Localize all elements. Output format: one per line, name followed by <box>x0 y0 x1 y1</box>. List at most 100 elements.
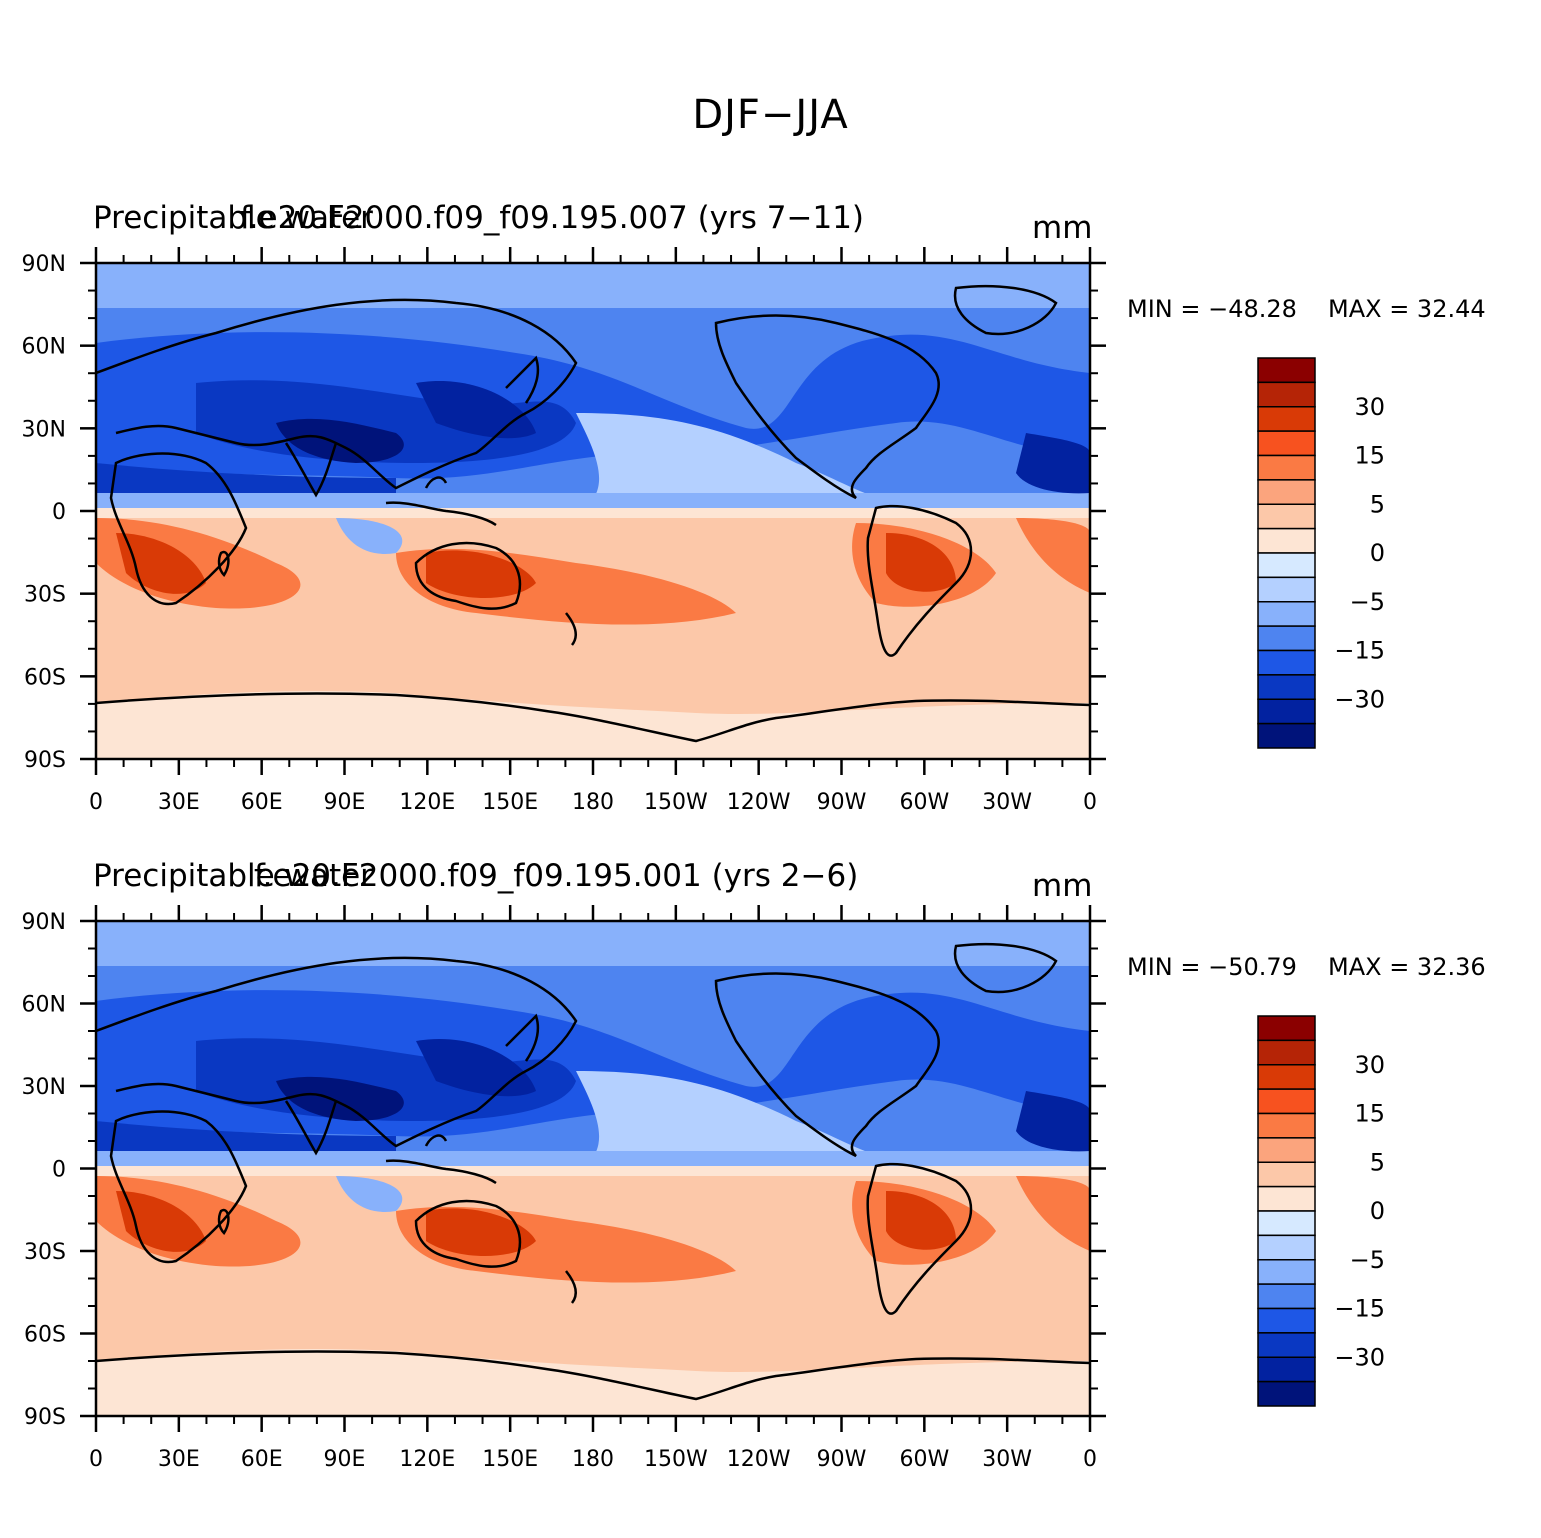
panel1-colorbar-box <box>1257 381 1316 408</box>
panel1-axes: 90N 60N 30N 0 30S 60S 90S 0 30E 60E 90E 120E 150E 180… <box>22 247 1106 815</box>
panel2-colorbar-box <box>1257 1112 1316 1139</box>
panel2-lon-label: 60W <box>899 1447 949 1472</box>
panel2-lon-label: 120W <box>727 1447 791 1472</box>
panel1-colorbar-box <box>1257 406 1316 432</box>
panel1-lat-label: 60S <box>24 665 66 690</box>
panel1-colorbar-label: −5 <box>1350 588 1385 616</box>
panel1-lat-label: 0 <box>52 500 66 525</box>
panel2-colorbar: 30 15 5 0 −5 −15 −30 <box>1257 1015 1385 1407</box>
figure-title: DJF−JJA <box>692 92 849 138</box>
panel2-colorbar-label: 0 <box>1370 1197 1385 1225</box>
panel2-lon-label: 150W <box>644 1447 708 1472</box>
panel2-lon-label: 0 <box>1083 1447 1097 1472</box>
panel1-lon-label: 0 <box>1083 790 1097 815</box>
panel2-colorbar-box <box>1257 1039 1316 1066</box>
panel2-lat-label: 30N <box>22 1075 66 1100</box>
panel1-colorbar-box <box>1257 503 1316 530</box>
panel1-colorbar-label: 15 <box>1354 442 1385 470</box>
panel1-map <box>96 263 1090 759</box>
panel1-colorbar-box <box>1257 698 1316 725</box>
panel1-lon-label: 30W <box>982 790 1032 815</box>
panel1-lat-label: 60N <box>22 335 66 360</box>
panel1-lon-label: 120W <box>727 790 791 815</box>
panel1-colorbar-box <box>1257 527 1316 554</box>
panel2-max-label: MAX = 32.36 <box>1328 953 1486 981</box>
panel2-colorbar-label: 30 <box>1354 1051 1385 1079</box>
panel2-lon-label: 30W <box>982 1447 1032 1472</box>
panel2-lon-label: 30E <box>158 1447 200 1472</box>
panel1-colorbar-box <box>1257 576 1316 603</box>
panel1-lat-label: 30S <box>24 583 66 608</box>
panel1-lon-label: 150W <box>644 790 708 815</box>
panel1-lat-label: 90N <box>22 252 66 277</box>
panel1-lon-label: 60W <box>899 790 949 815</box>
panel1-colorbar-box <box>1257 625 1316 652</box>
panel2-lat-label: 30S <box>24 1240 66 1265</box>
panel1-colorbar-box <box>1257 674 1316 700</box>
panel1-center-title: f.e20.F2000.f09_f09.195.007 (yrs 7−11) <box>240 200 865 236</box>
panel2-left-title: Precipitable water <box>93 858 373 894</box>
panel2-lat-label: 60S <box>24 1323 66 1348</box>
panel1-colorbar: 30 15 5 0 −5 −15 −30 <box>1257 357 1385 749</box>
panel2-colorbar-box <box>1257 1259 1316 1285</box>
panel1-colorbar-label: 0 <box>1370 539 1385 567</box>
panel1-max-label: MAX = 32.44 <box>1328 295 1486 323</box>
panel2-lon-label: 0 <box>89 1447 103 1472</box>
panel2-colorbar-box <box>1257 1307 1316 1334</box>
panel1-lat-label: 90S <box>24 748 66 773</box>
panel1-left-title: Precipitable water <box>93 200 373 236</box>
panel1-lon-label: 60E <box>241 790 283 815</box>
panel2-colorbar-box <box>1257 1064 1316 1090</box>
panel1-lat-label: 30N <box>22 417 66 442</box>
panel2-colorbar-box <box>1257 1137 1316 1163</box>
panel1-colorbar-box <box>1257 722 1316 749</box>
panel1-colorbar-box <box>1257 479 1316 505</box>
panel1-colorbar-label: −30 <box>1334 685 1385 713</box>
panel1-lon-label: 30E <box>158 790 200 815</box>
panel2-colorbar-label: 5 <box>1370 1148 1385 1176</box>
panel1-colorbar-label: 30 <box>1354 393 1385 421</box>
panel1-colorbar-box <box>1257 357 1316 384</box>
panel2-colorbar-box <box>1257 1234 1316 1261</box>
panel2-colorbar-label: −15 <box>1334 1295 1385 1323</box>
panel2-map <box>96 921 1090 1416</box>
panel2-lon-label: 90E <box>324 1447 366 1472</box>
panel2-colorbar-box <box>1257 1185 1316 1212</box>
panel2-colorbar-box <box>1257 1088 1316 1115</box>
panel1-lon-label: 90W <box>817 790 867 815</box>
panel2-lon-label: 90W <box>817 1447 867 1472</box>
panel1-lon-label: 90E <box>324 790 366 815</box>
panel1-colorbar-box <box>1257 454 1316 481</box>
panel2-colorbar-box <box>1257 1380 1316 1407</box>
panel1-lon-label: 0 <box>89 790 103 815</box>
panel2-colorbar-label: 15 <box>1354 1100 1385 1128</box>
panel2-lon-label: 150E <box>482 1447 538 1472</box>
panel2-lon-label: 180 <box>572 1447 614 1472</box>
panel1-colorbar-label: 5 <box>1370 490 1385 518</box>
panel1-lon-label: 120E <box>399 790 455 815</box>
panel2-colorbar-box <box>1257 1283 1316 1310</box>
panel1-colorbar-box <box>1257 601 1316 627</box>
panel1-units: mm <box>1032 210 1093 246</box>
panel2-units: mm <box>1032 868 1093 904</box>
panel2-lat-label: 90S <box>24 1405 66 1430</box>
panel2-colorbar-box <box>1257 1356 1316 1383</box>
panel1-colorbar-box <box>1257 430 1316 457</box>
panel2-colorbar-label: −5 <box>1350 1246 1385 1274</box>
panel1-min-label: MIN = −48.28 <box>1127 295 1297 323</box>
panel1-colorbar-label: −15 <box>1334 637 1385 665</box>
panel2-lat-label: 60N <box>22 993 66 1018</box>
panel2-colorbar-box <box>1257 1210 1316 1237</box>
panel2-lon-label: 120E <box>399 1447 455 1472</box>
panel1-colorbar-box <box>1257 552 1316 579</box>
panel2-center-title: f.e20.F2000.f09_f09.195.001 (yrs 2−6) <box>254 858 859 894</box>
panel2-axes: 90N 60N 30N 0 30S 60S 90S 0 30E 60E 90E 120E 150E 180… <box>22 905 1106 1472</box>
panel2-colorbar-box <box>1257 1161 1316 1188</box>
panel1-lon-label: 150E <box>482 790 538 815</box>
panel1-lon-label: 180 <box>572 790 614 815</box>
panel2-colorbar-box <box>1257 1015 1316 1042</box>
panel2-colorbar-box <box>1257 1332 1316 1358</box>
panel2-lon-label: 60E <box>241 1447 283 1472</box>
panel2-lat-label: 90N <box>22 910 66 935</box>
